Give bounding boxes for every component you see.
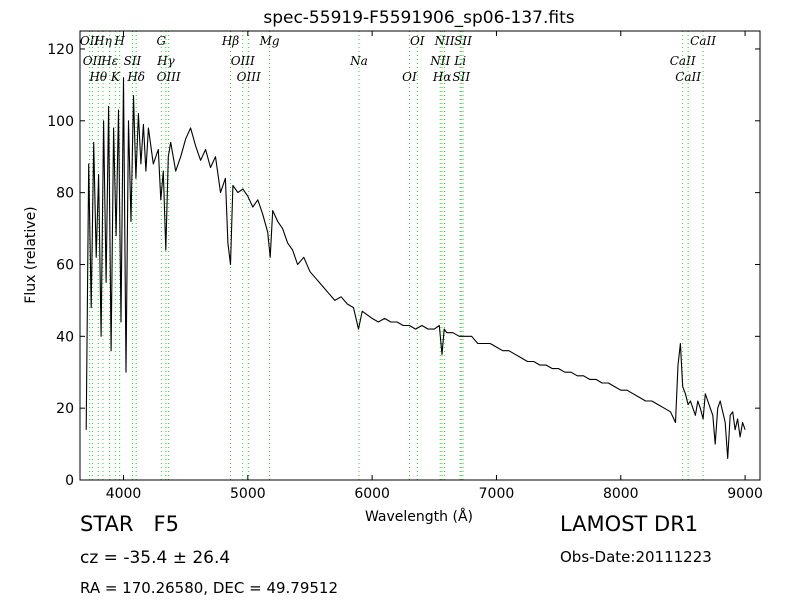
line-label: OIII — [157, 70, 181, 84]
line-label: Hβ — [221, 34, 239, 48]
line-label: OI — [410, 34, 425, 48]
observation-date: Obs-Date:20111223 — [560, 548, 712, 566]
line-label: H — [113, 34, 125, 48]
x-tick-label: 7000 — [479, 486, 515, 502]
line-label: Hε — [100, 54, 118, 68]
line-label: K — [110, 70, 121, 84]
line-label: SII — [454, 34, 472, 48]
line-label: G — [157, 34, 167, 48]
redshift-line: cz = -35.4 ± 26.4 — [80, 548, 231, 568]
line-label: CaII — [675, 70, 701, 84]
line-label: Na — [349, 54, 368, 68]
y-tick-label: 120 — [47, 42, 74, 58]
line-label: NII — [429, 54, 450, 68]
plot-frame — [79, 30, 761, 481]
line-annotations: OII OII Hθ Hη Hε K H SII Hδ G Hγ OIII Hβ OIII OIII Mg Na… — [80, 31, 716, 480]
y-tick-label: 20 — [56, 401, 74, 417]
line-label: OIII — [237, 70, 261, 84]
y-axis-label: Flux (relative) — [23, 206, 39, 303]
chart-title: spec-55919-F5591906_sp06-137.fits — [263, 8, 574, 28]
line-label: Hη — [93, 34, 112, 48]
plot-area: 4000 5000 6000 7000 8000 9000 0 20 40 60 80 100 120 — [47, 30, 763, 502]
x-axis-label: Wavelength (Å) — [365, 508, 473, 525]
line-label: Hγ — [156, 54, 175, 68]
line-label: Hα — [432, 70, 452, 84]
y-tick-label: 80 — [56, 186, 74, 202]
line-label: CaII — [690, 34, 716, 48]
y-tick-label: 40 — [56, 329, 74, 345]
x-tick-label: 6000 — [354, 486, 390, 502]
line-label: CaII — [670, 54, 696, 68]
spectrum-line — [85, 77, 746, 459]
object-class: STAR F5 — [80, 512, 179, 536]
survey-name: LAMOST DR1 — [560, 512, 699, 536]
y-tick-label: 100 — [47, 114, 74, 130]
x-tick-label: 4000 — [106, 486, 142, 502]
line-label: Li — [453, 54, 466, 68]
line-label: OI — [402, 70, 417, 84]
ra-dec-line: RA = 170.26580, DEC = 49.79512 — [80, 579, 339, 597]
line-label: NII — [434, 34, 455, 48]
x-tick-label: 5000 — [230, 486, 266, 502]
line-label: OII — [83, 54, 103, 68]
line-label: OII — [80, 34, 100, 48]
line-label: Hθ — [88, 70, 107, 84]
line-label: Mg — [259, 34, 280, 48]
line-label: Hδ — [126, 70, 145, 84]
line-label: OIII — [231, 54, 255, 68]
y-tick-label: 0 — [65, 473, 74, 489]
line-label: SII — [124, 54, 142, 68]
x-tick-label: 9000 — [727, 486, 763, 502]
line-label: SII — [452, 70, 470, 84]
x-tick-label: 8000 — [603, 486, 639, 502]
y-tick-label: 60 — [56, 257, 74, 273]
